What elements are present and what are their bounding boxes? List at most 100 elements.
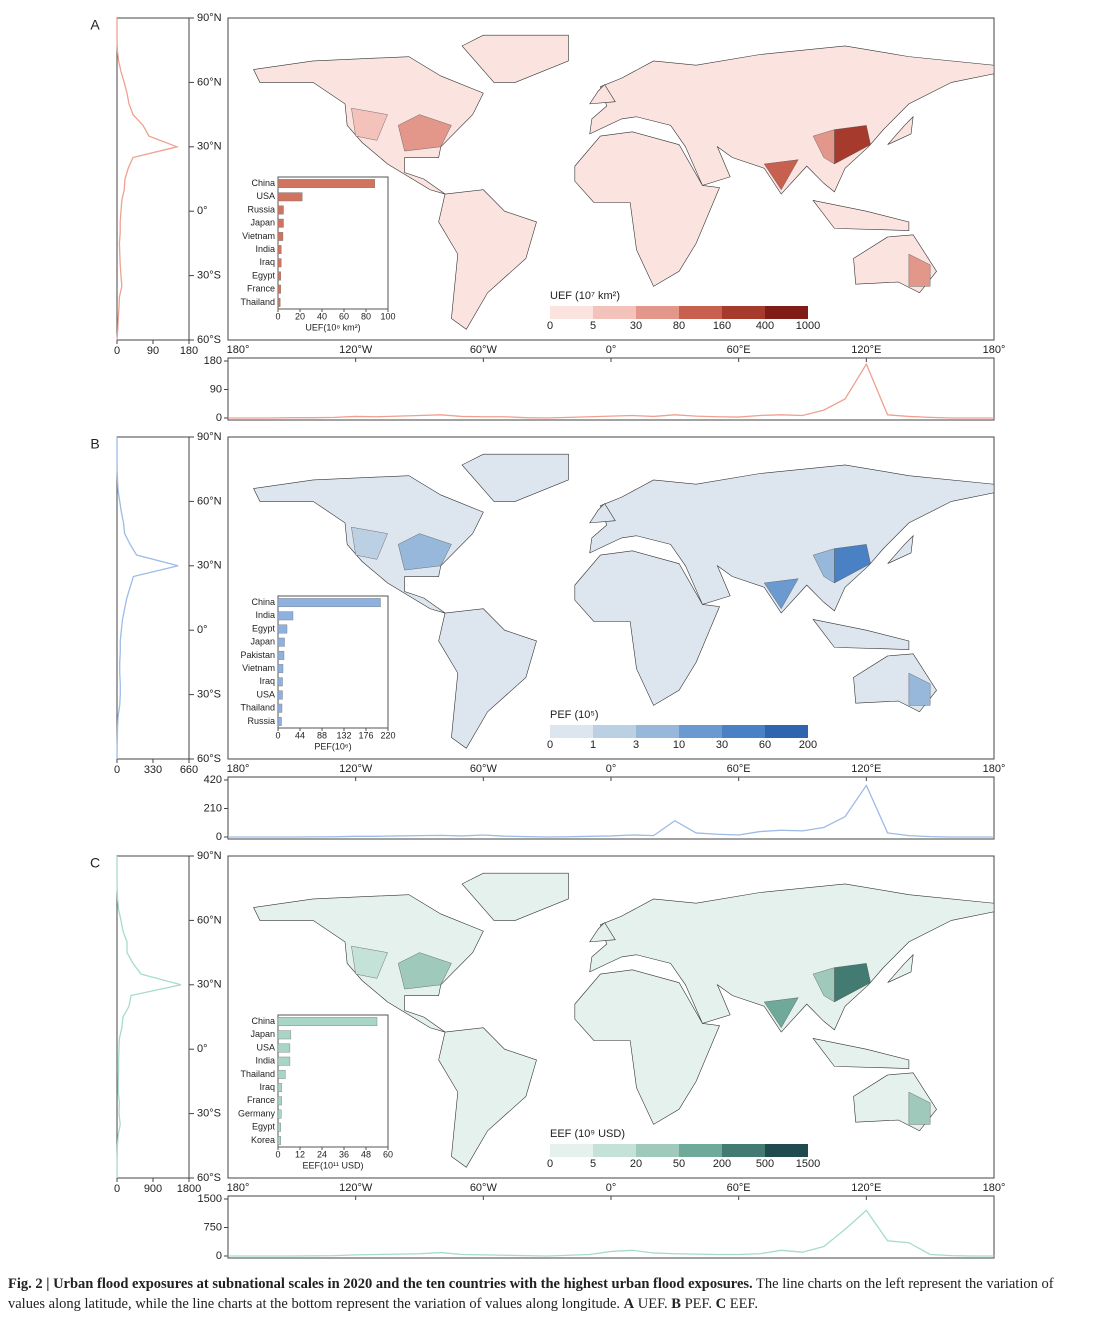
- lon-tick-label: 60°W: [470, 763, 498, 775]
- region: [812, 129, 835, 165]
- inset-category-label: Japan: [250, 637, 275, 647]
- legend-swatch: [679, 725, 722, 738]
- land: [438, 1027, 537, 1168]
- bar: [277, 690, 283, 700]
- region: [397, 114, 452, 152]
- legend-title: UEF (10⁷ km²): [550, 290, 620, 302]
- inset-category-label: Iraq: [259, 676, 275, 686]
- profile-tick-label: 0: [114, 345, 120, 357]
- legend-swatch: [636, 725, 679, 738]
- caption-title: Fig. 2 | Urban flood exposures at subnat…: [8, 1276, 753, 1292]
- bar: [277, 637, 285, 647]
- legend-swatch: [679, 306, 722, 319]
- region: [908, 1091, 931, 1125]
- inset-category-label: USA: [256, 1042, 275, 1052]
- legend-label: 160: [713, 320, 731, 332]
- inset-category-label: USA: [256, 191, 275, 201]
- lat-tick-label: 0°: [197, 1043, 208, 1055]
- inset-category-label: Japan: [250, 1029, 275, 1039]
- lon-profile-line: [228, 362, 994, 419]
- region: [763, 997, 799, 1029]
- land: [438, 608, 537, 749]
- panel: B 90°N 60°N 30°N 0° 30°S 60°S 180° 120°W 60°W 0° 60…: [90, 431, 1005, 843]
- bar: [277, 1056, 291, 1066]
- region: [812, 548, 835, 584]
- caption-item-text: UEF.: [637, 1296, 668, 1312]
- legend-label: 0: [547, 1158, 553, 1170]
- bar: [277, 231, 284, 241]
- figure: A 90°N 60°N 30°N 0° 30°S 60°S 180° 120°W 60°W 0° 60…: [90, 12, 1005, 1262]
- land: [589, 503, 616, 524]
- profile-tick-label: 1800: [177, 1183, 201, 1195]
- legend-label: 30: [716, 739, 728, 751]
- bar: [277, 179, 376, 189]
- inset-tick-label: 100: [380, 311, 395, 321]
- inset-category-label: France: [247, 284, 275, 294]
- inset-tick-label: 20: [295, 311, 305, 321]
- bar: [277, 716, 282, 726]
- legend-label: 50: [673, 1158, 685, 1170]
- profile-frame: [116, 855, 190, 1179]
- lat-tick-label: 60°N: [197, 914, 222, 926]
- lon-tick-label: 180°: [227, 1182, 250, 1194]
- bar: [277, 677, 283, 687]
- lon-tick-label: 120°W: [339, 1182, 373, 1194]
- legend-swatch: [593, 1144, 636, 1157]
- region: [351, 526, 388, 560]
- profile-tick-label: 660: [180, 764, 198, 776]
- region: [908, 253, 931, 287]
- profile-tick-label: 750: [204, 1221, 222, 1233]
- lon-tick-label: 180°: [227, 763, 250, 775]
- lat-tick-label: 30°N: [197, 979, 222, 991]
- legend-label: 10: [673, 739, 685, 751]
- inset-tick-label: 88: [317, 730, 327, 740]
- lat-tick-label: 60°S: [197, 1172, 221, 1184]
- inset-xlabel: EEF(10¹¹ USD): [302, 1160, 363, 1170]
- legend-label: 5: [590, 320, 596, 332]
- lat-tick-label: 0°: [197, 624, 208, 636]
- lat-tick-label: 30°S: [197, 1108, 221, 1120]
- lat-tick-label: 30°S: [197, 270, 221, 282]
- legend-label: 1000: [796, 320, 820, 332]
- lon-tick-label: 120°E: [851, 344, 881, 356]
- legend-swatch: [765, 1144, 808, 1157]
- lon-tick-label: 60°W: [470, 1182, 498, 1194]
- profile-tick-label: 0: [114, 764, 120, 776]
- inset-tick-label: 40: [317, 311, 327, 321]
- profile-tick-label: 330: [144, 764, 162, 776]
- inset-category-label: France: [247, 1095, 275, 1105]
- profile-frame: [116, 436, 190, 760]
- legend-label: 200: [799, 739, 817, 751]
- inset-category-label: Korea: [251, 1135, 275, 1145]
- panel-label: C: [90, 855, 100, 871]
- region: [351, 107, 388, 141]
- legend-label: 0: [547, 320, 553, 332]
- inset-tick-label: 36: [339, 1149, 349, 1159]
- profile-tick-label: 0: [216, 412, 222, 424]
- bar: [277, 624, 288, 634]
- caption-item-label: C: [715, 1296, 727, 1312]
- profile-tick-label: 210: [204, 802, 222, 814]
- inset-category-label: Russia: [247, 716, 275, 726]
- panel: A 90°N 60°N 30°N 0° 30°S 60°S 180° 120°W 60°W 0° 60…: [90, 12, 1005, 424]
- inset-category-label: Vietnam: [242, 663, 275, 673]
- profile-tick-label: 90: [147, 345, 159, 357]
- inset-xlabel: PEF(10⁶): [314, 741, 351, 751]
- lon-tick-label: 180°: [227, 344, 250, 356]
- bar: [277, 192, 303, 202]
- inset-category-label: Russia: [247, 204, 275, 214]
- legend-label: 5: [590, 1158, 596, 1170]
- land: [574, 131, 720, 287]
- bar: [277, 1083, 282, 1093]
- lon-tick-label: 0°: [606, 1182, 617, 1194]
- legend-title: PEF (10⁵): [550, 709, 599, 721]
- lon-tick-label: 60°E: [727, 344, 751, 356]
- lat-tick-label: 90°N: [197, 431, 222, 443]
- inset-category-label: Egypt: [252, 270, 276, 280]
- lat-tick-label: 30°N: [197, 560, 222, 572]
- inset-category-label: Egypt: [252, 623, 276, 633]
- lat-profile-line: [116, 437, 179, 760]
- inset-category-label: China: [251, 1016, 275, 1026]
- caption: Fig. 2 | Urban flood exposures at subnat…: [8, 1274, 1088, 1314]
